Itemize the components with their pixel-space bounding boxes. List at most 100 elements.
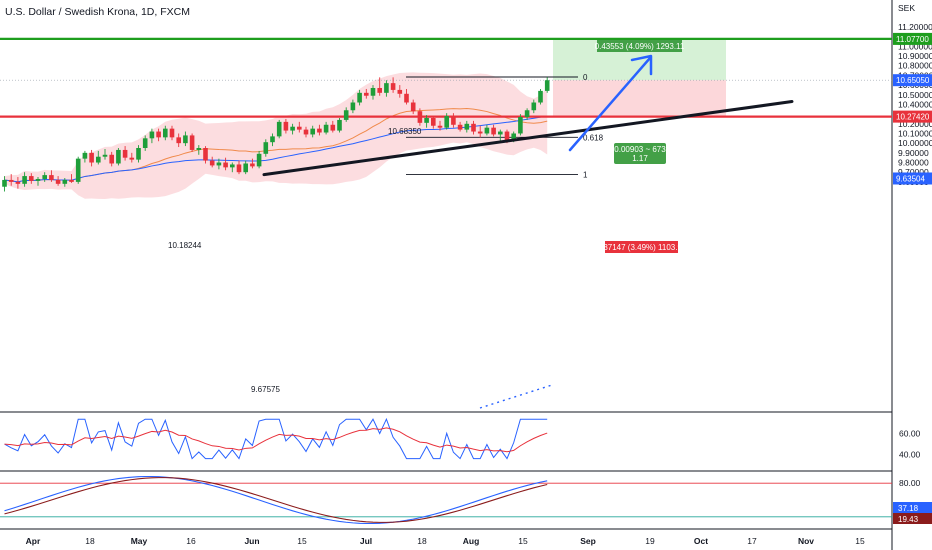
ascending-trendline[interactable] <box>262 100 794 177</box>
candle-body <box>89 152 94 163</box>
candle-body <box>410 102 416 112</box>
price-tick-label: 10.20000 <box>898 119 932 129</box>
time-tick-label: Apr <box>26 536 41 546</box>
fib-level: 1 <box>406 171 588 180</box>
candle-body <box>364 92 369 96</box>
currency-label: SEK <box>898 3 915 13</box>
candle-body <box>176 137 181 144</box>
resistance-price-tag-text: 11.07700 <box>896 35 929 44</box>
price-axis[interactable]: SEK 11.2000011.1000011.0000010.9000010.8… <box>898 3 932 187</box>
position-loss-zone[interactable] <box>553 80 726 117</box>
candle-body <box>337 119 342 131</box>
price-tick-label: 10.10000 <box>898 128 932 138</box>
candle-body <box>102 154 108 157</box>
candle <box>384 80 389 97</box>
time-tick-label: 18 <box>85 536 95 546</box>
price-tick-label: 10.50000 <box>898 90 932 100</box>
candle <box>163 125 168 141</box>
rsi-signal-line <box>4 427 548 453</box>
stoch-level-label: 80.00 <box>899 478 921 488</box>
candle-body <box>544 80 550 91</box>
candle <box>8 174 14 186</box>
candle <box>343 107 349 122</box>
candle-body <box>424 117 429 123</box>
candle <box>209 156 215 168</box>
candle <box>2 176 7 192</box>
candle-body <box>484 127 490 134</box>
candle <box>377 77 382 96</box>
candle <box>216 158 222 170</box>
candle-body <box>350 102 356 111</box>
candle-body <box>310 128 315 135</box>
candle-body <box>303 129 309 135</box>
candle <box>176 133 181 148</box>
time-axis[interactable]: Apr 18 May 16 Jun 15 Jul 18 Aug 15 Sep 19 Oct 17 Nov 15 <box>26 536 865 546</box>
candle <box>236 160 242 175</box>
price-tick-label: 10.00000 <box>898 138 932 148</box>
candle-body <box>538 90 543 103</box>
candle <box>169 125 175 141</box>
candle-body <box>189 135 195 150</box>
candle-body <box>297 126 302 130</box>
candle <box>55 176 61 186</box>
candle-body <box>75 158 81 182</box>
candle-body <box>35 178 41 181</box>
time-tick-label: 16 <box>186 536 196 546</box>
candle <box>75 156 81 184</box>
candle-body <box>317 128 322 133</box>
candle <box>491 124 496 137</box>
candle <box>484 124 490 136</box>
candle <box>283 118 289 134</box>
candle <box>223 157 228 171</box>
fib-level-label: 0 <box>583 73 588 82</box>
candle-body <box>498 131 503 135</box>
candle-body <box>464 123 470 130</box>
price-tick-label: 9.70000 <box>898 167 929 177</box>
time-tick-label: Jun <box>244 536 259 546</box>
last-price-tag-box <box>893 74 932 87</box>
candle <box>136 145 141 163</box>
candle-body <box>169 128 175 138</box>
candle <box>35 177 41 186</box>
candle-body <box>42 175 47 179</box>
candle-body <box>129 157 135 160</box>
candle-body <box>223 162 228 168</box>
ma-price-tag-box <box>893 172 932 185</box>
fibonacci-retracement[interactable]: 0 0.618 1 <box>406 73 604 180</box>
candle <box>69 174 74 183</box>
candle-body <box>263 142 269 154</box>
candle <box>451 113 456 128</box>
entry-label-line2: 1.17 <box>632 154 648 163</box>
candle-body <box>15 181 21 184</box>
high-price-label: 10.68350 <box>388 127 422 136</box>
candle-body <box>531 102 537 111</box>
projection-arrow[interactable] <box>568 54 653 152</box>
stoch-value-text: 37.18 <box>898 504 919 513</box>
candle-body <box>256 153 262 167</box>
stoch-value-tag: 37.18 <box>893 502 932 513</box>
time-tick-label: 15 <box>855 536 865 546</box>
candle <box>297 121 302 133</box>
candle-body <box>149 131 155 139</box>
candle <box>544 77 550 93</box>
candle <box>96 150 101 165</box>
price-tick-label: 10.40000 <box>898 99 932 109</box>
candle <box>464 120 470 133</box>
time-tick-label: Nov <box>798 536 814 546</box>
candle <box>337 117 342 133</box>
candle-body <box>142 138 148 148</box>
symbol-title[interactable]: U.S. Dollar / Swedish Krona, 1D, FXCM <box>5 6 190 18</box>
candle <box>196 145 202 155</box>
candle-body <box>29 176 34 181</box>
candle-body <box>82 152 88 159</box>
stoch-value-box <box>893 502 932 513</box>
candle <box>276 119 282 139</box>
candle-body <box>417 111 423 123</box>
candle <box>310 125 315 138</box>
time-tick-label: Aug <box>463 536 480 546</box>
candle <box>317 124 322 136</box>
last-price-tag-text: 10.65050 <box>896 76 930 85</box>
candle-body <box>216 162 222 166</box>
candle-body <box>8 179 14 182</box>
